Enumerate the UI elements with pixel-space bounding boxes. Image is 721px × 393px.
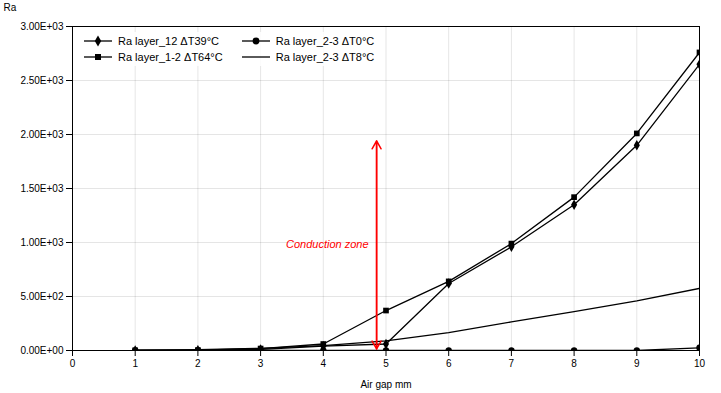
svg-text:Ra: Ra (4, 2, 17, 13)
svg-text:Air gap mm: Air gap mm (360, 379, 411, 390)
html-text:Ra layer_2-3 ΔT0°C: Ra layer_2-3 ΔT0°C (275, 35, 375, 47)
svg-text:4: 4 (321, 358, 327, 369)
svg-text:2: 2 (195, 358, 201, 369)
svg-text:8: 8 (571, 358, 577, 369)
html-text:Ra layer_2-3 ΔT8°C: Ra layer_2-3 ΔT8°C (275, 51, 375, 63)
svg-text:10: 10 (694, 358, 706, 369)
svg-text:1.50E+03: 1.50E+03 (20, 183, 64, 194)
svg-text:2.00E+03: 2.00E+03 (20, 129, 64, 140)
html-text:Ra layer_1-2 ΔT64°C: Ra layer_1-2 ΔT64°C (118, 51, 223, 63)
svg-text:Conduction zone: Conduction zone (286, 238, 369, 250)
svg-text:5.00E+02: 5.00E+02 (20, 291, 64, 302)
svg-text:0: 0 (70, 358, 76, 369)
html-text:Ra layer_12 ΔT39°C: Ra layer_12 ΔT39°C (118, 35, 219, 47)
svg-text:2.50E+03: 2.50E+03 (20, 75, 64, 86)
svg-text:3.00E+03: 3.00E+03 (20, 21, 64, 32)
svg-text:9: 9 (634, 358, 640, 369)
svg-text:1: 1 (132, 358, 138, 369)
svg-text:5: 5 (383, 358, 389, 369)
svg-text:0.00E+00: 0.00E+00 (20, 345, 64, 356)
svg-text:7: 7 (509, 358, 515, 369)
svg-text:6: 6 (446, 358, 452, 369)
svg-text:3: 3 (258, 358, 264, 369)
svg-text:1.00E+03: 1.00E+03 (20, 237, 64, 248)
